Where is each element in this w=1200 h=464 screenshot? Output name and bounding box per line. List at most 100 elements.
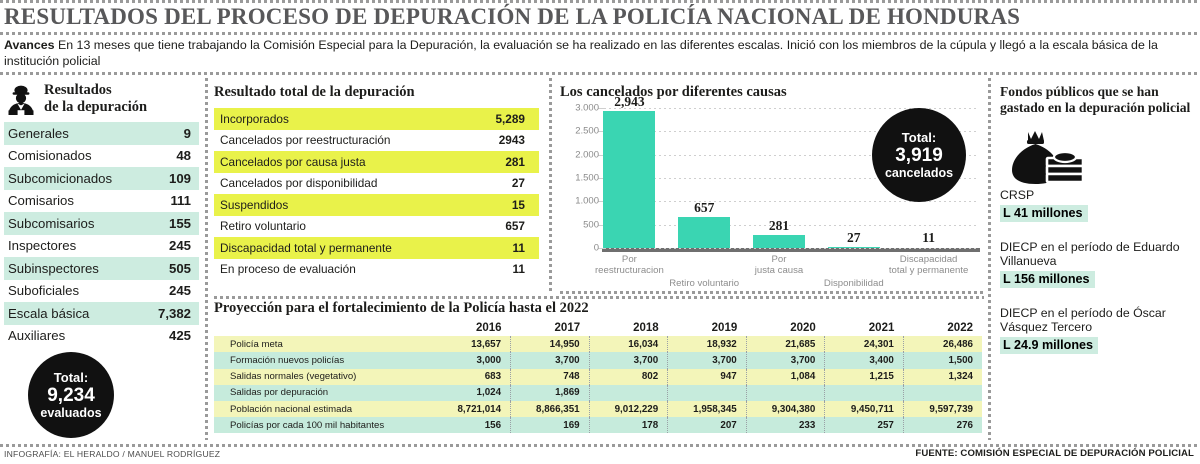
chart-gridline <box>604 131 978 133</box>
left-result-row: Suboficiales 245 <box>4 280 199 303</box>
table-row: Salidas por depuración 1,024 1,869 <box>214 384 982 401</box>
footer-source: FUENTE: COMISIÓN ESPECIAL DE DEPURACIÓN … <box>915 448 1194 459</box>
left-result-label: Auxiliares <box>8 328 66 344</box>
left-panel-title-line2: de la depuración <box>44 99 148 115</box>
results-total-value: 281 <box>505 154 525 169</box>
results-total-panel: Resultado total de la depuración Incorpo… <box>214 84 539 280</box>
left-results-list: Generales 9 Comisionados 48 Subcomicionados 1… <box>4 122 199 347</box>
results-total-label: Retiro voluntario <box>220 219 306 234</box>
projection-year-header: 2022 <box>947 322 973 335</box>
left-result-value: 7,382 <box>157 305 191 321</box>
footer-credit: INFOGRAFÍA: EL HERALDO / MANUEL RODRÍGUE… <box>4 449 221 459</box>
police-officer-icon <box>4 84 38 118</box>
chart-gridline <box>604 108 978 109</box>
left-result-label: Subcomicionados <box>8 170 113 186</box>
funds-item: CRSP L 41 millones <box>1000 188 1198 222</box>
left-result-label: Inspectores <box>8 238 77 254</box>
header-mid-rule <box>0 32 1200 35</box>
projection-row-label: Salidas por depuración <box>214 384 432 401</box>
projection-panel: Proyección para el fortalecimiento de la… <box>214 300 982 434</box>
left-result-row: Generales 9 <box>4 122 199 145</box>
left-result-row: Subinspectores 505 <box>4 257 199 280</box>
chart-x-tick-label: reestructuracion <box>594 265 664 276</box>
left-result-label: Subcomisarios <box>8 215 95 231</box>
chart-x-tick-label: total y permanente <box>888 265 969 276</box>
results-total-value: 11 <box>512 240 525 255</box>
funds-item: DIECP en el período de Óscar Vásquez Ter… <box>1000 306 1198 354</box>
projection-year-header: 2018 <box>633 322 659 335</box>
left-results-panel: Resultados de la depuración Generales 9 Co… <box>4 82 199 347</box>
projection-year-header: 2019 <box>711 322 738 335</box>
cancelled-total-value: 3,919 <box>895 144 943 166</box>
left-result-label: Generales <box>8 125 69 141</box>
results-total-row: Suspendidos 15 <box>214 194 539 216</box>
projection-year-header: 2016 <box>475 322 502 335</box>
chart-tick-mark <box>598 178 604 179</box>
projection-year-header: 2020 <box>790 322 816 335</box>
funds-item-caption: DIECP en el período de Eduardo Villanuev… <box>1000 239 1180 269</box>
evaluated-total-label: Total: <box>53 369 89 385</box>
separator-right <box>988 78 991 440</box>
projection-cell: 24,301 <box>824 336 904 353</box>
left-panel-title: Resultados de la depuración <box>44 82 147 116</box>
projection-cell: 13,657 <box>432 336 512 353</box>
projection-cell: 18,932 <box>667 336 747 353</box>
projection-cell: 233 <box>746 417 826 434</box>
results-total-label: Cancelados por reestructuración <box>220 133 391 148</box>
projection-cell: 683 <box>432 368 512 385</box>
chart-tick-mark <box>598 248 604 249</box>
left-panel-header: Resultados de la depuración <box>4 82 199 122</box>
header-lead-text: En 13 meses que tiene trabajando la Comi… <box>4 38 1158 68</box>
projection-cell: 8,866,351 <box>510 400 590 418</box>
chart-tick-mark <box>598 154 604 156</box>
projection-row-label: Formación nuevos policías <box>214 352 432 369</box>
chart-y-tick-label: 3.000 <box>575 102 599 114</box>
chart-tick-mark <box>598 108 604 109</box>
left-result-row: Comisionados 48 <box>4 145 199 168</box>
results-total-row: Retiro voluntario 657 <box>214 216 539 238</box>
results-total-row: Cancelados por causa justa 281 <box>214 151 539 173</box>
projection-title: Proyección para el fortalecimiento de la… <box>214 300 589 316</box>
projection-cell: 802 <box>589 368 669 385</box>
chart-bar-value-label: 11 <box>922 230 935 246</box>
table-row: Policía meta 13,657 14,950 16,034 18,932 21,6… <box>214 336 982 353</box>
projection-cell: 3,700 <box>746 352 826 369</box>
funds-item-caption: DIECP en el período de Óscar Vásquez Ter… <box>1000 305 1166 335</box>
results-total-row: Incorporados 5,289 <box>214 108 539 130</box>
results-total-value: 2943 <box>498 133 525 148</box>
projection-cell: 26,486 <box>903 336 982 353</box>
projection-cell: 748 <box>510 368 590 385</box>
funds-title: Fondos públicos que se han gastado en la… <box>1000 84 1191 115</box>
left-result-value: 9 <box>183 125 191 141</box>
projection-year-header: 2021 <box>868 322 895 335</box>
separator-chart-bottom <box>560 291 984 294</box>
results-total-label: Discapacidad total y permanente <box>220 240 392 255</box>
projection-cell <box>746 384 826 401</box>
projection-cell <box>903 384 982 401</box>
left-result-row: Subcomicionados 109 <box>4 167 199 190</box>
chart-gridline <box>604 224 978 226</box>
header-top-rule <box>0 0 1200 3</box>
left-result-label: Escala básica <box>8 305 90 321</box>
projection-row-label: Salidas normales (vegetativo) <box>214 368 432 385</box>
projection-cell: 3,700 <box>667 352 747 369</box>
projection-cell: 1,215 <box>824 368 904 385</box>
chart-y-tick-label: 500 <box>583 219 599 231</box>
projection-cell: 9,597,739 <box>903 400 982 418</box>
left-result-row: Auxiliares 425 <box>4 325 199 348</box>
projection-cell <box>824 384 904 401</box>
chart-bar <box>827 246 880 248</box>
projection-corner-cell <box>214 320 432 336</box>
evaluated-total-unit: evaluados <box>40 405 102 420</box>
left-result-value: 155 <box>168 215 191 231</box>
results-total-row: Discapacidad total y permanente 11 <box>214 237 539 259</box>
left-result-value: 109 <box>168 170 191 186</box>
results-total-label: Cancelados por disponibilidad <box>220 176 378 191</box>
projection-cell: 947 <box>667 368 747 385</box>
left-result-row: Comisarios 111 <box>4 190 199 213</box>
chart-bar <box>678 217 731 248</box>
chart-bar-value-label: 281 <box>768 217 790 233</box>
projection-cell: 3,000 <box>432 352 512 369</box>
chart-gridline <box>604 201 978 203</box>
